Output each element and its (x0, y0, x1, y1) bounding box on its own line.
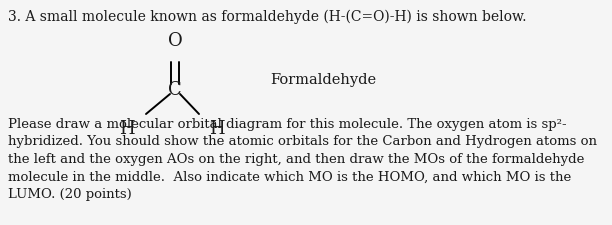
Text: Formaldehyde: Formaldehyde (270, 73, 376, 87)
Text: H: H (209, 120, 225, 138)
Text: Please draw a molecular orbital diagram for this molecule. The oxygen atom is sp: Please draw a molecular orbital diagram … (8, 118, 597, 201)
Text: C: C (168, 81, 182, 99)
Text: 3. A small molecule known as formaldehyde (H-(C=O)-H) is shown below.: 3. A small molecule known as formaldehyd… (8, 10, 526, 24)
Text: H: H (119, 120, 135, 138)
Text: O: O (168, 32, 182, 50)
